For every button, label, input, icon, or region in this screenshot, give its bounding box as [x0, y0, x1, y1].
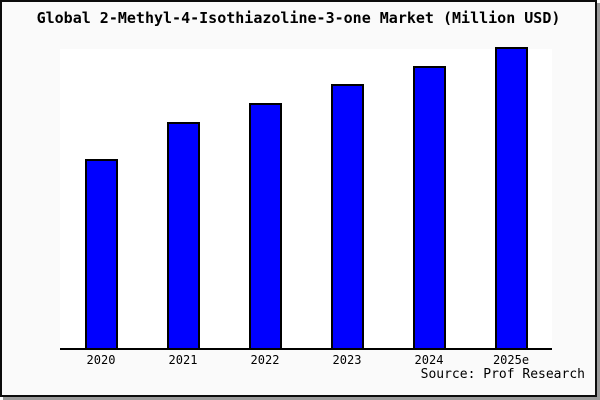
x-axis-tick-labels: 2020 2021 2022 2023 2024 2025e: [60, 353, 552, 368]
bar-2020: [84, 159, 118, 348]
bar-2023: [330, 84, 364, 348]
x-tick-label-2023: 2023: [332, 353, 362, 367]
x-tick-label-2020: 2020: [86, 353, 116, 367]
frame-shadow-bottom: [3, 397, 600, 400]
x-tick-label-2022: 2022: [250, 353, 280, 367]
plot-area: [60, 47, 552, 350]
bar-2021: [166, 122, 200, 348]
bar-2022: [248, 103, 282, 348]
x-tick-label-2024: 2024: [414, 353, 444, 367]
bar-2024: [412, 66, 446, 348]
x-tick-label-2025e: 2025e: [492, 353, 530, 367]
chart-title: Global 2-Methyl-4-Isothiazoline-3-one Ma…: [36, 9, 561, 27]
frame-shadow-right: [597, 3, 600, 397]
x-tick-label-2021: 2021: [168, 353, 198, 367]
bar-2025e: [494, 47, 528, 348]
source-label: Source: Prof Research: [420, 367, 585, 382]
